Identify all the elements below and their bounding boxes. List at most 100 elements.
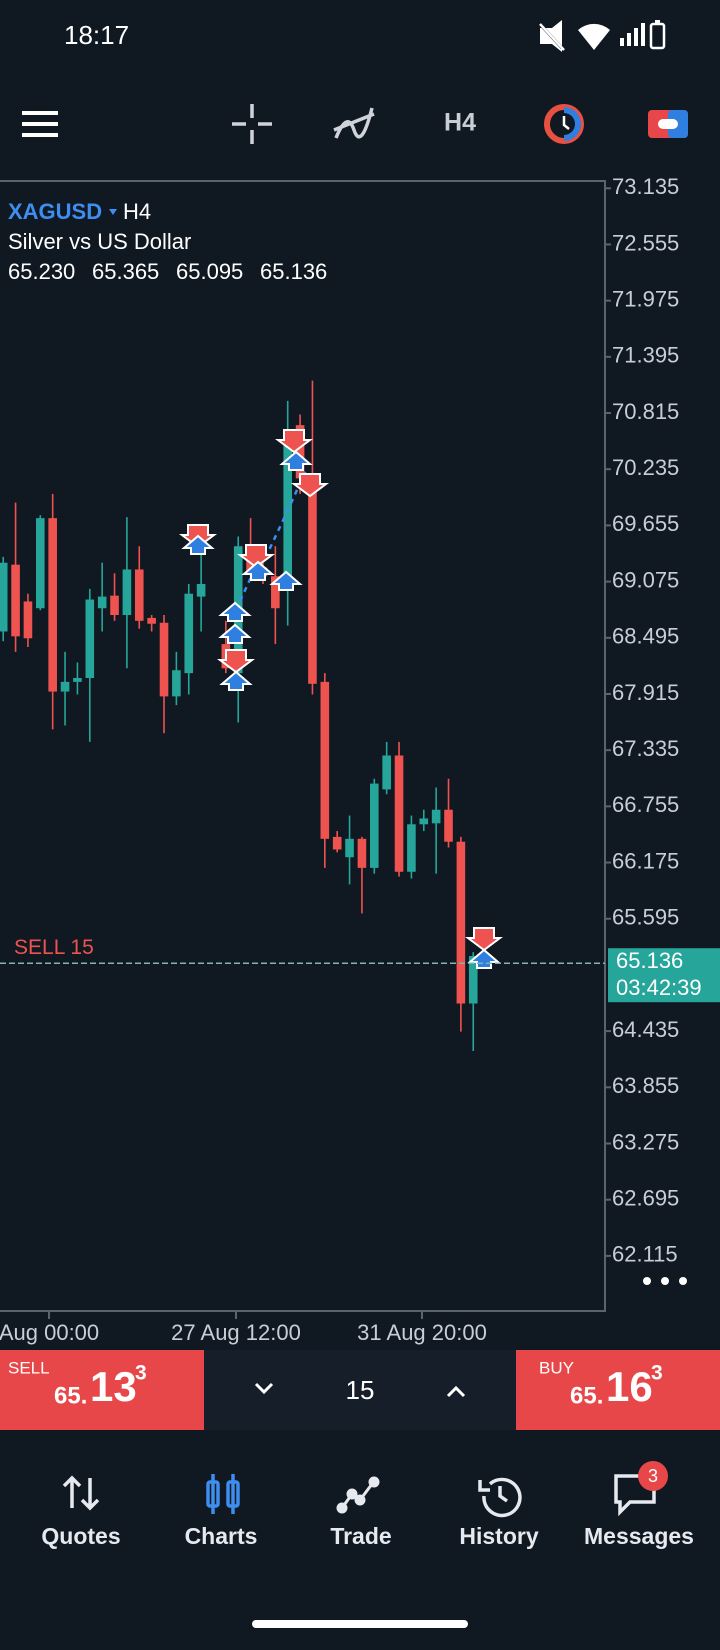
sell-price-sup: 3 bbox=[135, 1362, 147, 1385]
nav-quotes[interactable] bbox=[62, 1475, 100, 1511]
candle-body bbox=[60, 681, 70, 692]
home-indicator bbox=[252, 1620, 468, 1628]
candle-body bbox=[283, 444, 293, 589]
trade-markers bbox=[179, 429, 687, 1285]
y-tick-label: 64.435 bbox=[612, 1017, 679, 1042]
buy-price-prefix: 65. bbox=[570, 1382, 603, 1409]
candle-body bbox=[407, 824, 416, 872]
badge-count: 3 bbox=[648, 1466, 658, 1486]
nav-history[interactable] bbox=[478, 1477, 522, 1518]
x-tick-label: Aug 00:00 bbox=[0, 1320, 99, 1345]
candle-body bbox=[308, 478, 317, 684]
x-tick-label: 31 Aug 20:00 bbox=[357, 1320, 487, 1345]
candle-body bbox=[110, 595, 119, 616]
buy-label: BUY bbox=[539, 1358, 574, 1377]
menu-button[interactable] bbox=[22, 111, 58, 137]
candle-body bbox=[431, 809, 441, 824]
volume[interactable]: 15 bbox=[346, 1375, 375, 1405]
candle-body bbox=[444, 809, 453, 842]
sell-price-main: 13 bbox=[90, 1363, 137, 1410]
y-tick-label: 62.115 bbox=[612, 1242, 678, 1267]
y-tick-label: 71.395 bbox=[612, 343, 679, 368]
candle-body bbox=[0, 562, 8, 632]
y-tick-label: 65.595 bbox=[612, 905, 679, 930]
candle-body bbox=[394, 755, 404, 872]
candle-body bbox=[36, 518, 45, 609]
y-tick-label: 63.855 bbox=[612, 1073, 679, 1098]
nav-label[interactable]: Trade bbox=[330, 1523, 391, 1549]
chart-timeframe: H4 bbox=[123, 199, 151, 224]
candle-body bbox=[332, 836, 342, 850]
candle-body bbox=[468, 956, 478, 1004]
nav-charts[interactable] bbox=[206, 1474, 240, 1514]
nav-label[interactable]: Quotes bbox=[41, 1523, 120, 1549]
plot-area bbox=[0, 380, 478, 1051]
candle-body bbox=[357, 838, 367, 868]
position-label: SELL 15 bbox=[14, 936, 94, 959]
y-tick-label: 73.135 bbox=[612, 174, 679, 199]
candle-body bbox=[196, 584, 206, 597]
indicators-button[interactable] bbox=[333, 107, 375, 139]
sell-button[interactable] bbox=[0, 1350, 204, 1430]
candle-body bbox=[320, 681, 330, 839]
badge bbox=[638, 1461, 668, 1491]
buy-price-main: 16 bbox=[606, 1363, 653, 1410]
sell-label: SELL bbox=[8, 1358, 50, 1377]
candle-body bbox=[147, 617, 156, 624]
nav-label[interactable]: Messages bbox=[584, 1523, 694, 1549]
candle-body bbox=[48, 518, 57, 692]
candle-body bbox=[456, 841, 466, 1004]
trade-mode-button[interactable] bbox=[544, 104, 584, 144]
candle-body bbox=[295, 425, 305, 479]
ohlc-row: 65.230 65.365 65.095 65.136 bbox=[8, 259, 327, 284]
crosshair-button[interactable] bbox=[232, 104, 272, 144]
y-tick-label: 70.815 bbox=[612, 399, 679, 424]
y-tick-label: 63.275 bbox=[612, 1129, 679, 1154]
candle-body bbox=[370, 783, 379, 868]
symbol-dropdown[interactable] bbox=[109, 209, 117, 215]
candle-body bbox=[73, 677, 82, 682]
y-tick-label: 70.235 bbox=[612, 455, 679, 480]
candle-body bbox=[122, 569, 132, 616]
candle-body bbox=[134, 569, 144, 621]
candle-body bbox=[382, 755, 391, 790]
candle-body bbox=[184, 593, 194, 674]
x-tick-label: 27 Aug 12:00 bbox=[171, 1320, 301, 1345]
timeframe-button[interactable]: H4 bbox=[444, 109, 476, 137]
y-tick-label: 66.755 bbox=[612, 792, 679, 817]
buy-price-sup: 3 bbox=[651, 1362, 663, 1385]
candle-body bbox=[23, 601, 33, 639]
volume-panel bbox=[204, 1350, 516, 1430]
candle-body bbox=[172, 670, 181, 697]
candle-body bbox=[419, 818, 429, 825]
ohlc-value: 65.095 bbox=[176, 259, 243, 284]
y-tick-label: 68.495 bbox=[612, 624, 679, 649]
symbol-description: Silver vs US Dollar bbox=[8, 229, 191, 254]
candle-body bbox=[345, 838, 354, 858]
status-icons bbox=[536, 20, 666, 52]
candle-body bbox=[271, 576, 280, 609]
y-tick-label: 67.335 bbox=[612, 736, 679, 761]
volume-up[interactable] bbox=[446, 1385, 466, 1398]
chart-frame bbox=[0, 180, 606, 1312]
y-tick-label: 71.975 bbox=[612, 286, 679, 311]
y-tick-label: 62.695 bbox=[612, 1185, 679, 1210]
candle-body bbox=[85, 599, 95, 678]
y-tick-label: 69.075 bbox=[612, 567, 679, 592]
volume-down[interactable] bbox=[254, 1382, 274, 1395]
y-tick-label: 72.555 bbox=[612, 230, 679, 255]
candle-body bbox=[159, 622, 169, 697]
candle-body bbox=[11, 564, 20, 637]
nav-trade[interactable] bbox=[336, 1476, 380, 1514]
one-click-toggle[interactable] bbox=[648, 110, 688, 138]
y-tick-label: 69.655 bbox=[612, 511, 679, 536]
buy-button[interactable] bbox=[516, 1350, 720, 1430]
nav-label[interactable]: Charts bbox=[185, 1523, 258, 1549]
ohlc-value: 65.136 bbox=[260, 259, 327, 284]
ohlc-value: 65.230 bbox=[8, 259, 75, 284]
ohlc-value: 65.365 bbox=[92, 259, 159, 284]
y-tick-label: 67.915 bbox=[612, 680, 679, 705]
symbol[interactable]: XAGUSD bbox=[8, 199, 102, 224]
nav-label[interactable]: History bbox=[459, 1523, 538, 1549]
